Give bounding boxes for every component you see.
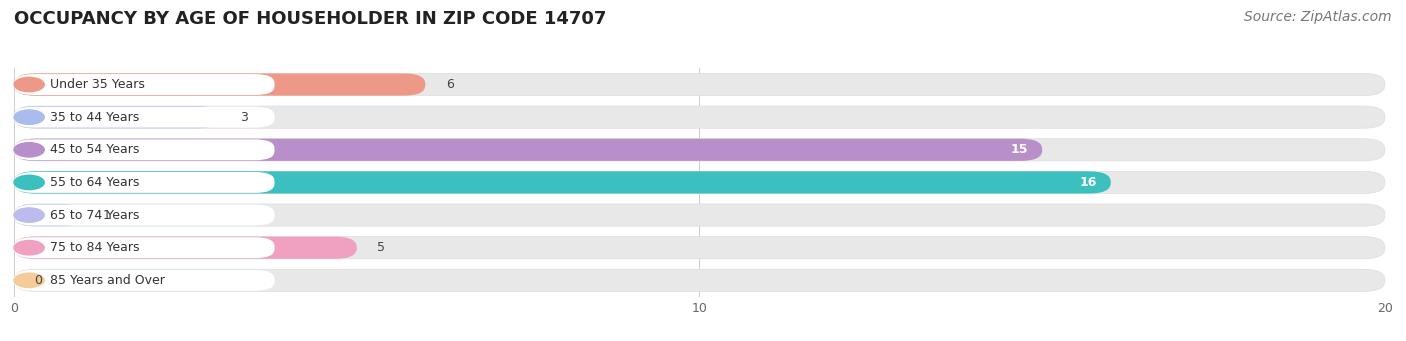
Text: 35 to 44 Years: 35 to 44 Years [49,111,139,124]
FancyBboxPatch shape [14,172,274,193]
Text: 15: 15 [1011,143,1029,156]
Text: 75 to 84 Years: 75 to 84 Years [49,241,139,254]
FancyBboxPatch shape [14,73,1385,95]
FancyBboxPatch shape [14,139,274,160]
Text: 16: 16 [1080,176,1097,189]
FancyBboxPatch shape [14,269,1385,292]
FancyBboxPatch shape [14,107,274,128]
FancyBboxPatch shape [14,204,83,226]
Text: 1: 1 [103,209,111,222]
Circle shape [14,240,44,255]
Circle shape [14,208,44,222]
Text: OCCUPANCY BY AGE OF HOUSEHOLDER IN ZIP CODE 14707: OCCUPANCY BY AGE OF HOUSEHOLDER IN ZIP C… [14,10,606,28]
Circle shape [14,110,44,124]
Circle shape [14,175,44,190]
FancyBboxPatch shape [14,139,1042,161]
Text: 55 to 64 Years: 55 to 64 Years [49,176,139,189]
Text: 6: 6 [446,78,454,91]
Text: 65 to 74 Years: 65 to 74 Years [49,209,139,222]
FancyBboxPatch shape [14,205,274,225]
FancyBboxPatch shape [14,106,1385,128]
Text: 5: 5 [377,241,385,254]
FancyBboxPatch shape [14,237,274,258]
Text: 85 Years and Over: 85 Years and Over [49,274,165,287]
FancyBboxPatch shape [14,237,357,259]
Circle shape [14,273,44,287]
FancyBboxPatch shape [14,204,1385,226]
FancyBboxPatch shape [14,171,1385,194]
FancyBboxPatch shape [14,171,1111,194]
FancyBboxPatch shape [14,237,1385,259]
Circle shape [14,77,44,92]
Text: 0: 0 [35,274,42,287]
Text: Under 35 Years: Under 35 Years [49,78,145,91]
Text: Source: ZipAtlas.com: Source: ZipAtlas.com [1244,10,1392,24]
FancyBboxPatch shape [14,139,1385,161]
Circle shape [14,143,44,157]
FancyBboxPatch shape [14,74,274,95]
FancyBboxPatch shape [14,270,274,291]
FancyBboxPatch shape [14,73,425,95]
Text: 45 to 54 Years: 45 to 54 Years [49,143,139,156]
Text: 3: 3 [240,111,247,124]
FancyBboxPatch shape [14,106,219,128]
